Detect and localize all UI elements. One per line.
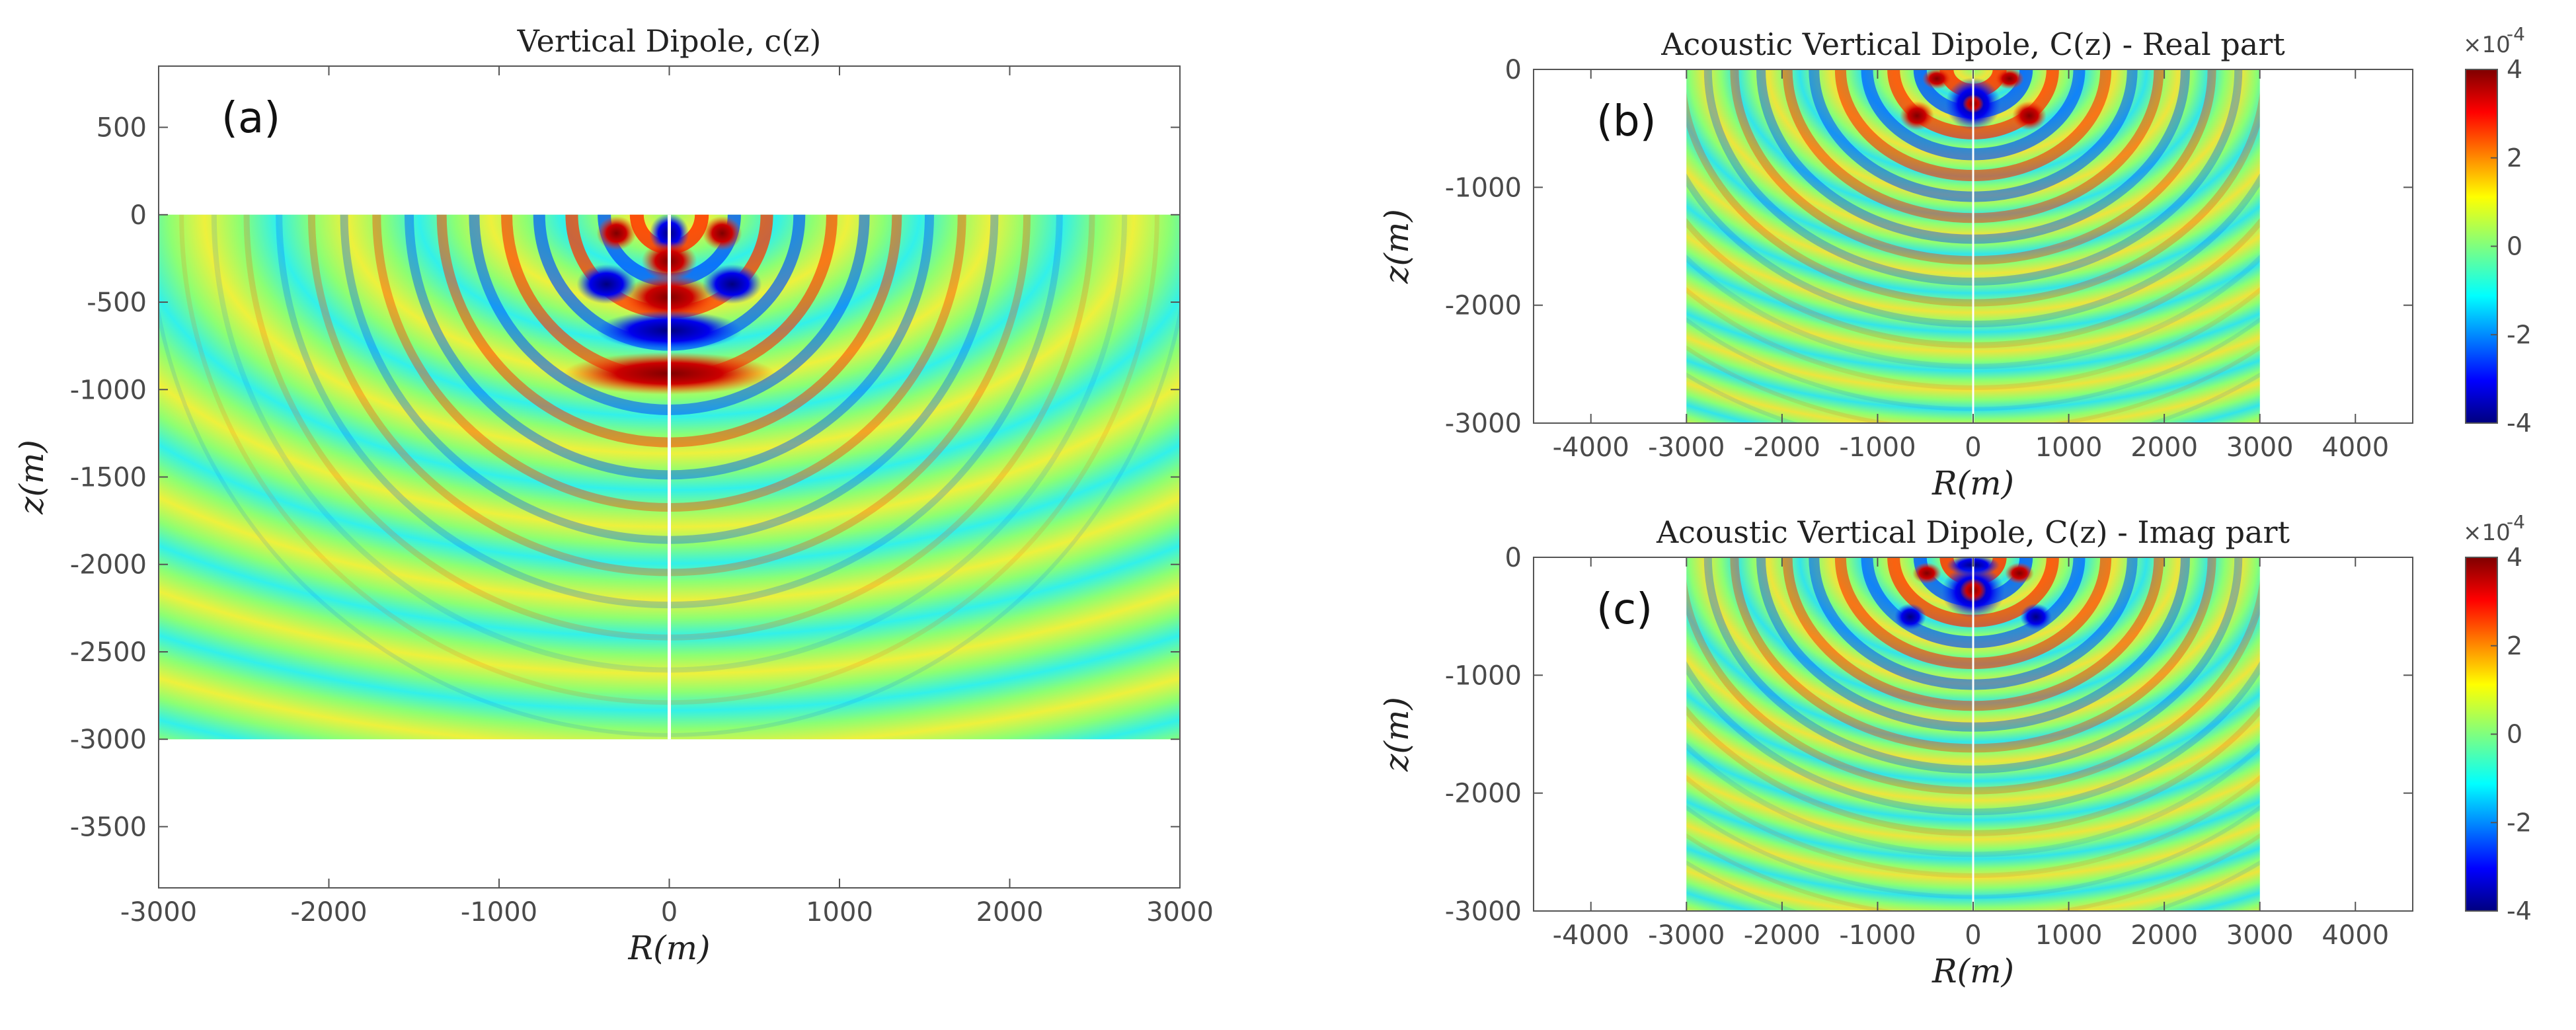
y-tick-label: -3000	[70, 725, 147, 755]
x-tick-label: 2000	[976, 897, 1044, 928]
panel-label: (a)	[221, 94, 280, 143]
colorbar-tick-label: -2	[2507, 320, 2532, 349]
colorbar-tick-label: 0	[2507, 232, 2522, 261]
y-tick-label: -500	[87, 288, 147, 318]
y-tick-label: -1000	[1445, 173, 1522, 203]
colorbar-tick-label: 4	[2507, 55, 2522, 84]
source-lobe	[1922, 69, 1951, 89]
x-tick-label: 0	[661, 897, 678, 928]
panel-a: -3000 -2000 -1000 0 1000 2000 3000 500 0 -500 -100…	[13, 23, 1214, 967]
x-tick-label: 3000	[2226, 920, 2294, 951]
x-tick-label: 3000	[2226, 432, 2294, 463]
x-tick-label: -3000	[120, 897, 197, 928]
panel-b: -4000 -3000 -2000 -1000 0 1000 2000 3000 4000 0 -1…	[1378, 23, 2532, 502]
panel-label: (c)	[1596, 585, 1653, 634]
colorbar-exponent: -4	[2507, 511, 2525, 533]
y-tick-label: -1000	[1445, 660, 1522, 691]
source-lobe	[2012, 101, 2047, 130]
x-tick-label: 3000	[1146, 897, 1214, 928]
colorbar-tick-label: 2	[2507, 631, 2522, 660]
chart-title: Vertical Dipole, c(z)	[517, 23, 822, 59]
y-tick-label: -3000	[1445, 896, 1522, 927]
source-lobe	[1894, 604, 1926, 630]
y-axis-label: z(m)	[13, 440, 51, 515]
source-lobe	[1995, 69, 2024, 89]
x-tick-label: 1000	[806, 897, 873, 928]
colorbar-tick-label: 2	[2507, 143, 2522, 173]
y-tick-label: -1000	[70, 375, 147, 405]
y-tick-label: 0	[1505, 543, 1522, 573]
colorbar-tick-label: 0	[2507, 720, 2522, 749]
x-tick-label: -2000	[1744, 432, 1820, 463]
x-tick-label: -2000	[290, 897, 367, 928]
y-tick-label: 500	[97, 113, 147, 143]
x-tick-label: 1000	[2035, 432, 2103, 463]
x-tick-label: -1000	[1839, 920, 1916, 951]
x-tick-label: 0	[1965, 920, 1981, 951]
colorbar-tick-label: -4	[2507, 409, 2532, 438]
x-tick-label: 4000	[2322, 432, 2389, 463]
source-lobe	[576, 264, 637, 304]
y-tick-label: -3500	[70, 812, 147, 842]
y-tick-label: -2000	[70, 550, 147, 580]
x-tick-label: 2000	[2130, 920, 2198, 951]
x-tick-label: -4000	[1553, 432, 1629, 463]
y-tick-label: -3000	[1445, 409, 1522, 439]
source-lobe	[2020, 604, 2052, 630]
colorbar-exponent: -4	[2507, 23, 2525, 45]
chart-title: Acoustic Vertical Dipole, C(z) - Real pa…	[1660, 26, 2285, 62]
source-lobe	[2005, 563, 2034, 584]
x-tick-label: 4000	[2322, 920, 2389, 951]
x-axis-label: R(m)	[1932, 952, 2014, 990]
panel-c: -4000 -3000 -2000 -1000 0 1000 2000 3000 4000 0 -1…	[1378, 511, 2532, 990]
chart-title: Acoustic Vertical Dipole, C(z) - Imag pa…	[1656, 514, 2290, 550]
x-tick-label: -1000	[461, 897, 537, 928]
y-tick-label: -2500	[70, 637, 147, 668]
source-lobe	[702, 216, 742, 251]
source-lobe	[1900, 101, 1934, 130]
x-tick-label: 2000	[2130, 432, 2198, 463]
x-tick-label: -2000	[1744, 920, 1820, 951]
y-tick-label: -2000	[1445, 779, 1522, 809]
colorbar-tick-label: -2	[2507, 808, 2532, 837]
colorbar-tick-label: -4	[2507, 896, 2532, 926]
x-tick-label: 0	[1965, 432, 1981, 463]
panel-label: (b)	[1596, 97, 1657, 146]
colorbar-multiplier: ×10	[2463, 520, 2511, 546]
source-lobe	[702, 264, 762, 304]
y-tick-label: 0	[1505, 55, 1522, 85]
x-axis-label: R(m)	[1932, 464, 2014, 502]
y-axis-label: z(m)	[1378, 697, 1416, 772]
x-tick-label: -3000	[1648, 920, 1725, 951]
x-axis-label: R(m)	[627, 929, 710, 967]
y-tick-label: 0	[130, 200, 147, 231]
x-tick-label: -4000	[1553, 920, 1629, 951]
source-lobe	[1912, 563, 1941, 584]
x-tick-label: -3000	[1648, 432, 1725, 463]
colorbar-tick-label: 4	[2507, 543, 2522, 572]
x-tick-label: 1000	[2035, 920, 2103, 951]
colorbar-multiplier: ×10	[2463, 32, 2511, 58]
x-tick-label: -1000	[1839, 432, 1916, 463]
y-tick-label: -2000	[1445, 291, 1522, 321]
y-axis-label: z(m)	[1378, 209, 1416, 284]
y-tick-label: -1500	[70, 463, 147, 493]
source-lobe	[596, 216, 637, 251]
